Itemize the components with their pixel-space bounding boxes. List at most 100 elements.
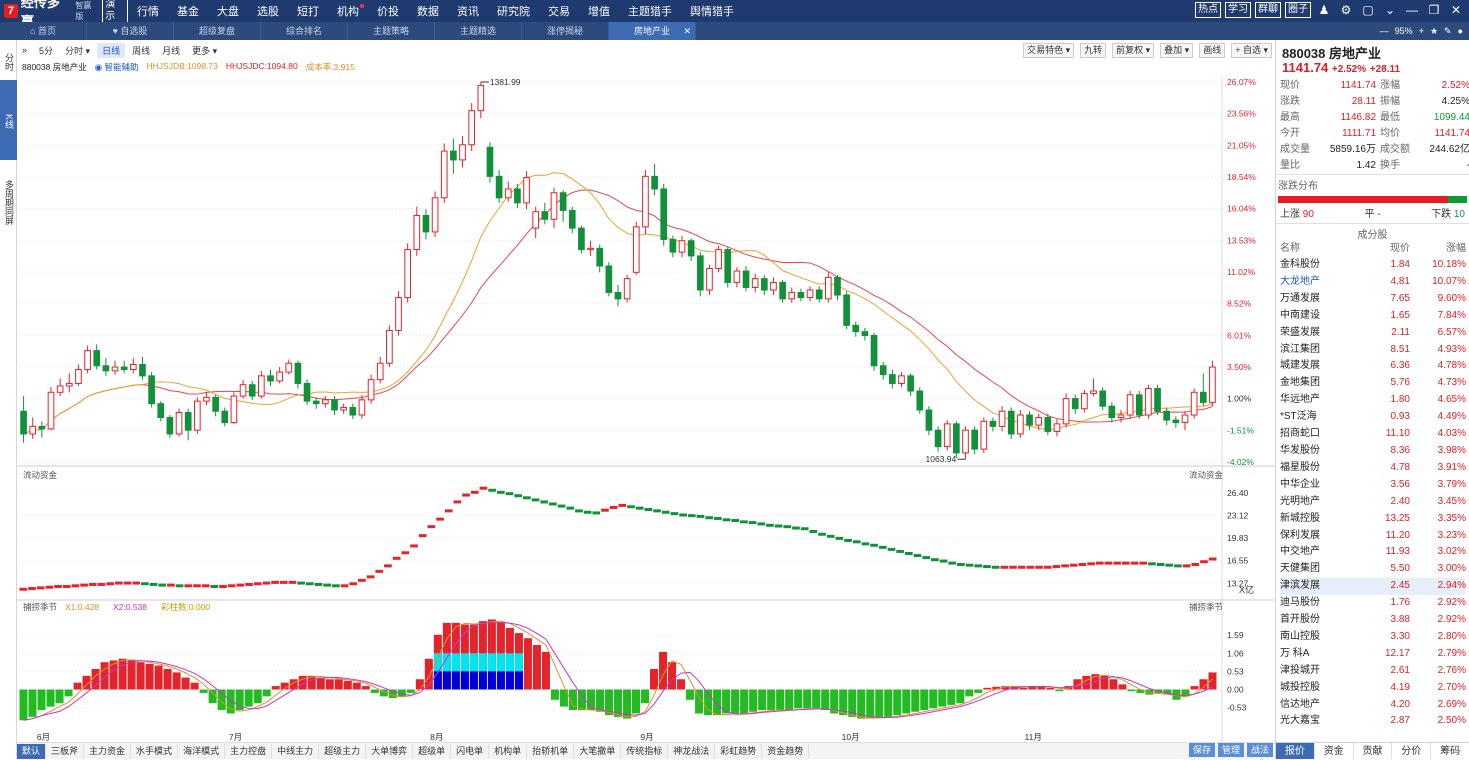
menu-item[interactable]: 基金: [168, 3, 208, 19]
table-row[interactable]: 南山控股 3.30 2.80%: [1280, 629, 1466, 646]
table-row[interactable]: 光大嘉宝 2.87 2.50%: [1280, 713, 1466, 730]
view-mode[interactable]: 多周期同屏: [4, 179, 14, 225]
indicator-action[interactable]: 战法: [1246, 743, 1273, 757]
table-row[interactable]: 华发股份 8.36 3.98%: [1280, 443, 1466, 460]
menu-item[interactable]: 短打: [288, 3, 328, 19]
chart-tool-button[interactable]: + 自选 ▾: [1231, 42, 1272, 58]
period-button[interactable]: 更多 ▾: [192, 45, 218, 56]
table-row[interactable]: 津投城开 2.61 2.76%: [1280, 663, 1466, 680]
indicator-tab[interactable]: 机构单: [489, 743, 528, 759]
tab-close-icon[interactable]: ✕: [683, 26, 691, 36]
table-row[interactable]: 金地集团 5.76 4.73%: [1280, 375, 1466, 392]
top-button[interactable]: 群聊: [1255, 2, 1281, 18]
indicator-tab[interactable]: 主力资金: [84, 743, 132, 759]
indicator-tab[interactable]: 神龙战法: [668, 743, 716, 759]
indicator-tab[interactable]: 水手模式: [131, 743, 179, 759]
table-row[interactable]: 首开股份 3.88 2.92%: [1280, 612, 1466, 629]
tab[interactable]: 综合排名: [261, 22, 348, 40]
chart-area[interactable]: 26.07% 23.56% 21.05% 18.54% 16.04% 13.53% 11.0…: [17, 76, 1274, 742]
top-button[interactable]: 热点: [1195, 2, 1221, 18]
chart-tool-button[interactable]: 叠加 ▾: [1160, 42, 1194, 58]
zoom-plus-icon[interactable]: +: [1418, 26, 1424, 36]
menu-item[interactable]: 舆情猎手: [681, 3, 743, 19]
table-row[interactable]: 中南建设 1.65 7.84%: [1280, 308, 1466, 325]
tab[interactable]: 超级复盘: [174, 22, 261, 40]
restore-icon[interactable]: ❐: [1428, 3, 1440, 17]
tab[interactable]: 主题策略: [348, 22, 435, 40]
table-row[interactable]: 城投控股 4.19 2.70%: [1280, 680, 1466, 697]
period-button[interactable]: 月线: [162, 45, 181, 56]
chevron-down-icon[interactable]: ⌄: [1384, 3, 1396, 17]
indicator-tab[interactable]: 传统指标: [621, 743, 669, 759]
menu-item[interactable]: 大盘: [208, 3, 248, 19]
menu-item[interactable]: 行情: [128, 3, 168, 19]
indicator-tab[interactable]: 海洋模式: [178, 743, 226, 759]
menu-item[interactable]: 交易: [539, 3, 579, 19]
indicator-tab[interactable]: 抬轿机单: [527, 743, 575, 759]
menu-item[interactable]: 机构: [328, 3, 368, 19]
table-row[interactable]: 新城控股 13.25 3.35%: [1280, 511, 1466, 528]
col-name[interactable]: 名称: [1280, 243, 1300, 254]
menu-item[interactable]: 选股: [248, 3, 288, 19]
pen-icon[interactable]: ✎: [1444, 25, 1452, 36]
table-row[interactable]: 保利发展 11.20 3.23%: [1280, 528, 1466, 545]
menu-item[interactable]: 数据: [408, 3, 448, 19]
menu-item[interactable]: 主题猎手: [619, 3, 681, 19]
table-row[interactable]: 中华企业 3.56 3.79%: [1280, 477, 1466, 494]
star-icon[interactable]: ★: [1429, 25, 1439, 36]
menu-item[interactable]: 研究院: [488, 3, 539, 19]
indicator-tab[interactable]: 闪电单: [451, 743, 490, 759]
zoom-minus-icon[interactable]: —: [1379, 26, 1389, 36]
table-row[interactable]: 福星股份 4.78 3.91%: [1280, 460, 1466, 477]
indicator-tab[interactable]: 彩虹趋势: [715, 743, 763, 759]
table-row[interactable]: 信达地产 4.20 2.69%: [1280, 697, 1466, 714]
table-row[interactable]: 津滨发展 2.45 2.94%: [1280, 578, 1466, 596]
menu-item[interactable]: 增值: [579, 3, 619, 19]
table-row[interactable]: 荣盛发展 2.11 6.57%: [1280, 325, 1466, 342]
close-icon[interactable]: ✕: [1450, 3, 1462, 17]
view-mode[interactable]: 分时: [4, 53, 14, 71]
table-row[interactable]: *ST泛海 0.93 4.49%: [1280, 409, 1466, 426]
table-row[interactable]: 城建发展 6.36 4.78%: [1280, 358, 1466, 375]
gear-icon[interactable]: ⚙: [1340, 3, 1352, 17]
pin-icon[interactable]: ●: [1457, 26, 1463, 36]
chart-tool-button[interactable]: 九转: [1080, 42, 1107, 58]
period-button[interactable]: »: [22, 45, 28, 55]
indicator-tab[interactable]: 超级主力: [319, 743, 367, 759]
tab[interactable]: ♥ 自选股: [87, 22, 174, 40]
panel-tab[interactable]: 报价: [1276, 743, 1315, 759]
tab[interactable]: 涨停揭秘: [522, 22, 609, 40]
indicator-tab[interactable]: 大笔撤单: [574, 743, 622, 759]
period-button[interactable]: 分时 ▾: [65, 45, 91, 56]
smart-assist-toggle[interactable]: ◉ 智能辅助: [94, 62, 139, 72]
indicator-tab[interactable]: 主力控盘: [225, 743, 273, 759]
indicator-tab[interactable]: 资金趋势: [762, 743, 810, 759]
chart-tool-button[interactable]: 交易特色 ▾: [1023, 42, 1075, 58]
menu-item[interactable]: 价投: [368, 3, 408, 19]
top-button[interactable]: 圈子: [1285, 2, 1311, 18]
table-row[interactable]: 迪马股份 1.76 2.92%: [1280, 595, 1466, 612]
table-row[interactable]: 万 科A 12.17 2.79%: [1280, 646, 1466, 663]
table-row[interactable]: 大龙地产 4.81 10.07%: [1280, 274, 1466, 291]
table-row[interactable]: 中交地产 11.93 3.02%: [1280, 544, 1466, 561]
table-row[interactable]: 华远地产 1.80 4.65%: [1280, 392, 1466, 409]
table-row[interactable]: 光明地产 2.40 3.45%: [1280, 494, 1466, 511]
panel-tab[interactable]: 分价: [1392, 743, 1432, 759]
table-row[interactable]: 招商蛇口 11.10 4.03%: [1280, 426, 1466, 443]
top-button[interactable]: 学习: [1225, 2, 1251, 18]
col-price[interactable]: 现价: [1390, 243, 1410, 254]
panel-tab[interactable]: 资金: [1315, 743, 1354, 759]
indicator-action[interactable]: 保存: [1188, 743, 1215, 757]
table-row[interactable]: 天健集团 5.50 3.00%: [1280, 561, 1466, 578]
menu-item[interactable]: 资讯: [448, 3, 488, 19]
indicator-tab[interactable]: 大单博弈: [366, 743, 414, 759]
tab[interactable]: ⌂ 首页: [0, 22, 87, 40]
minimize-icon[interactable]: —: [1406, 3, 1418, 17]
indicator-tab[interactable]: 三板斧: [46, 743, 85, 759]
table-row[interactable]: 金科股份 1.84 10.18%: [1280, 257, 1466, 274]
panel-tab[interactable]: 贡献: [1354, 743, 1393, 759]
period-button[interactable]: 5分: [39, 45, 54, 56]
table-row[interactable]: 万通发展 7.65 9.60%: [1280, 291, 1466, 308]
panel-tab[interactable]: 筹码: [1431, 743, 1469, 759]
chart-tool-button[interactable]: 前复权 ▾: [1112, 42, 1155, 58]
